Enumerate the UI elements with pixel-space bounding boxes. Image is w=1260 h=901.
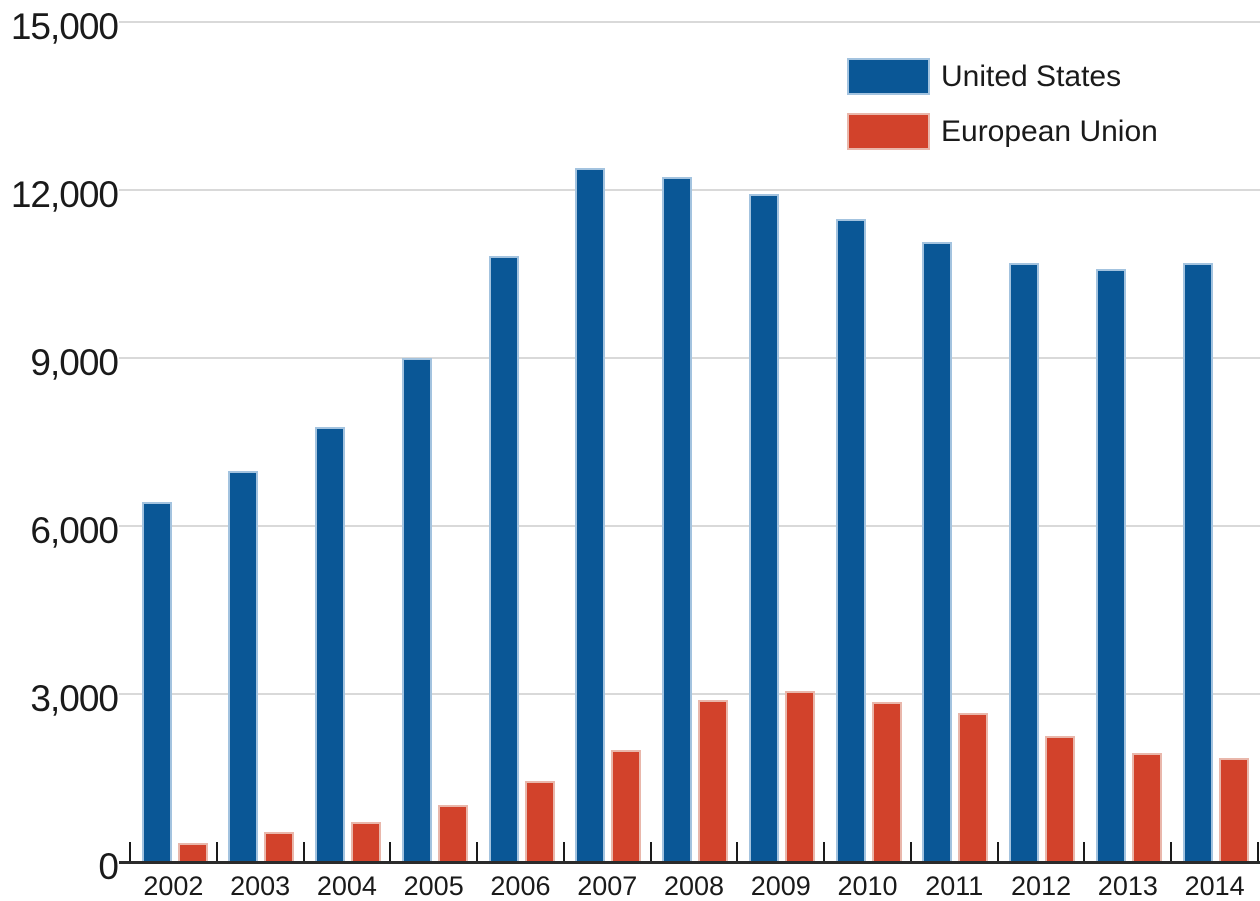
x-tick-label-2003: 2003 [230,871,291,901]
x-tick-label-2013: 2013 [1097,871,1158,901]
bar-united-states-2004 [315,426,346,862]
x-axis-tick [1170,842,1173,862]
x-axis-tick [909,842,912,862]
bar-european-union-2009 [784,691,815,862]
bar-european-union-2012 [1045,736,1076,862]
legend-item-united-states: United States [847,58,1158,95]
x-tick-label-2005: 2005 [403,871,464,901]
bar-european-union-2010 [871,701,902,862]
x-axis-tick [823,842,826,862]
x-axis-tick [649,842,652,862]
x-axis-tick [129,842,131,862]
bar-european-union-2014 [1218,757,1249,862]
x-axis-tick [215,842,218,862]
bar-united-states-2006 [488,256,519,862]
y-tick-label-15000: 15,000 [10,6,119,47]
y-tick-label-3000: 3,000 [30,678,119,719]
x-tick-label-2010: 2010 [837,871,898,901]
x-axis-tick [389,842,392,862]
y-tick-label-6000: 6,000 [30,510,119,551]
y-tick-label-0: 0 [98,846,119,887]
legend-item-european-union: European Union [847,113,1158,150]
bar-european-union-2008 [698,700,729,862]
x-tick-label-2012: 2012 [1011,871,1072,901]
x-axis-tick [996,842,999,862]
legend: United States European Union [847,58,1158,168]
bar-european-union-2006 [524,780,555,862]
bar-united-states-2008 [662,177,693,862]
x-tick-label-2002: 2002 [143,871,204,901]
baseline [119,861,1260,864]
x-axis-tick [302,842,305,862]
legend-label-united-states: United States [941,59,1122,93]
bar-united-states-2013 [1095,268,1126,862]
y-tick-label-9000: 9,000 [30,342,119,383]
x-tick-label-2006: 2006 [490,871,551,901]
legend-label-european-union: European Union [941,114,1158,148]
x-axis-tick [562,842,565,862]
bar-european-union-2002 [177,842,208,862]
bar-united-states-2011 [922,242,953,862]
x-axis-tick [1083,842,1086,862]
bar-united-states-2005 [401,358,432,862]
bar-european-union-2013 [1131,752,1162,862]
x-axis-tick [476,842,479,862]
bar-european-union-2003 [264,831,295,862]
bar-european-union-2004 [351,822,382,862]
bar-united-states-2014 [1182,262,1213,862]
bar-united-states-2010 [835,219,866,862]
x-tick-label-2007: 2007 [577,871,638,901]
x-tick-label-2008: 2008 [663,871,725,901]
gridline-15000 [119,21,1260,23]
x-tick-label-2009: 2009 [750,871,811,901]
bar-united-states-2007 [575,167,606,862]
x-tick-label-2004: 2004 [316,871,377,901]
x-tick-label-2011: 2011 [925,871,984,901]
bar-united-states-2003 [228,471,259,862]
legend-swatch-united-states [847,58,930,95]
x-tick-label-2014: 2014 [1184,871,1245,901]
bar-united-states-2009 [748,193,779,862]
x-axis-tick [736,842,739,862]
x-axis-tick [1257,842,1259,862]
bar-united-states-2012 [1009,262,1040,862]
bar-european-union-2007 [611,750,642,862]
bar-european-union-2005 [437,804,468,862]
bar-european-union-2011 [958,713,989,862]
legend-swatch-european-union [847,113,930,150]
y-tick-label-12000: 12,000 [10,174,119,215]
bar-united-states-2002 [141,501,172,862]
